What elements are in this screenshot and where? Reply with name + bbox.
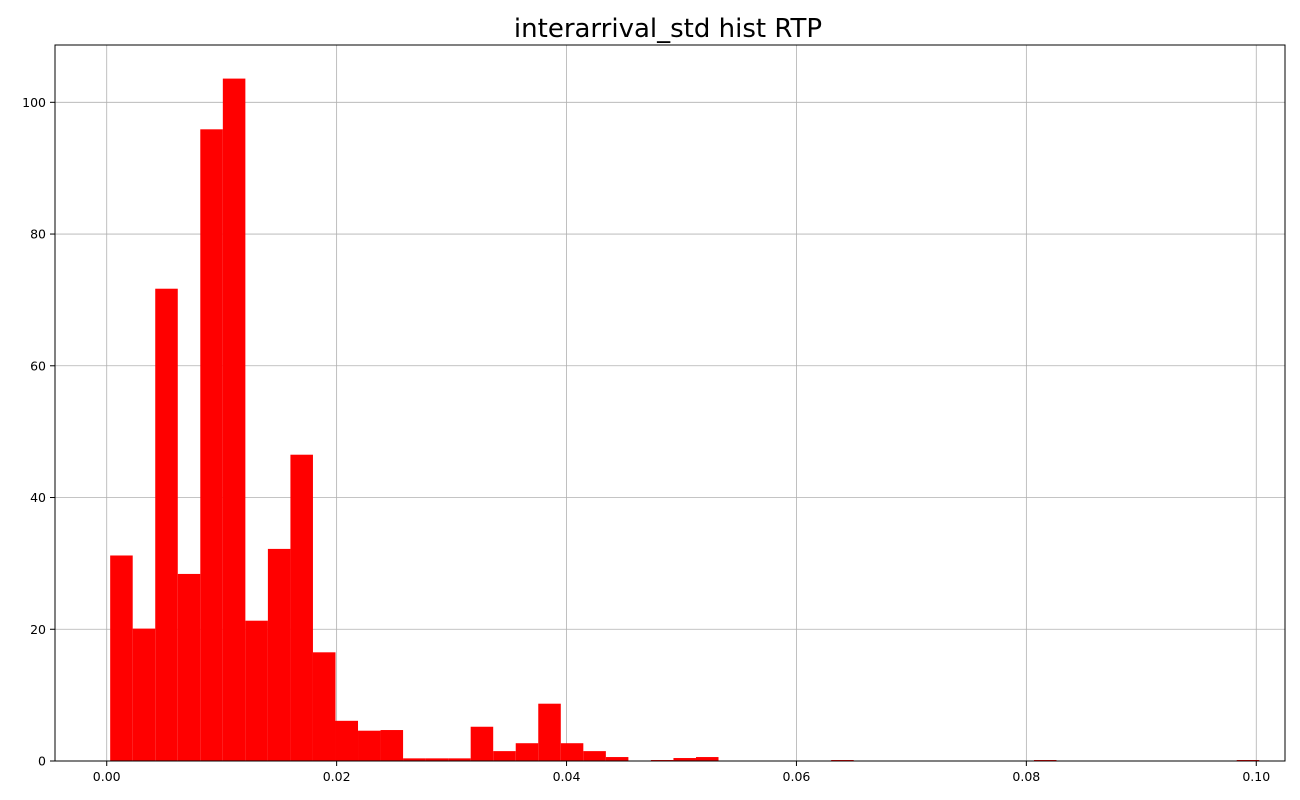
x-tick-label: 0.10	[1242, 769, 1270, 784]
x-tick-label: 0.06	[783, 769, 811, 784]
histogram-bar	[290, 454, 313, 761]
x-axis-ticks: 0.00 0.02 0.04 0.06 0.08 0.10	[93, 761, 1270, 784]
histogram-bar	[425, 758, 449, 761]
histogram-bar	[132, 628, 156, 761]
histogram-bars	[110, 78, 1260, 761]
histogram-bar	[380, 730, 404, 761]
histogram-bar	[155, 288, 178, 761]
y-tick-label: 100	[22, 95, 46, 110]
histogram-bar	[267, 548, 291, 761]
histogram-bar	[493, 751, 516, 761]
histogram-bar	[605, 757, 629, 761]
y-axis-ticks: 0 20 40 60 80 100	[22, 95, 55, 769]
histogram-bar	[177, 573, 201, 761]
histogram-bar	[673, 758, 696, 761]
histogram-bar	[515, 743, 539, 761]
histogram-bar	[448, 758, 471, 761]
histogram-bar	[222, 78, 246, 761]
x-tick-label: 0.08	[1012, 769, 1040, 784]
histogram-bar	[695, 757, 719, 761]
histogram-bar	[470, 726, 494, 761]
y-tick-label: 20	[30, 622, 46, 637]
histogram-bar	[245, 620, 268, 761]
x-tick-label: 0.04	[553, 769, 581, 784]
y-tick-label: 40	[30, 490, 46, 505]
histogram-bar	[358, 730, 381, 761]
histogram-bar	[312, 652, 336, 761]
y-tick-label: 0	[38, 754, 46, 769]
y-tick-label: 60	[30, 358, 46, 373]
chart-title: interarrival_std hist RTP	[514, 14, 822, 44]
histogram-bar	[110, 555, 133, 761]
histogram-bar	[403, 758, 426, 761]
plot-frame	[54, 44, 1286, 762]
histogram-bar	[560, 743, 584, 761]
x-tick-label: 0.02	[323, 769, 351, 784]
histogram-bar	[583, 751, 606, 761]
histogram-bar	[538, 703, 561, 761]
histogram-bar	[335, 720, 359, 761]
x-tick-label: 0.00	[93, 769, 121, 784]
y-tick-label: 80	[30, 227, 46, 242]
histogram-bar	[200, 129, 223, 761]
